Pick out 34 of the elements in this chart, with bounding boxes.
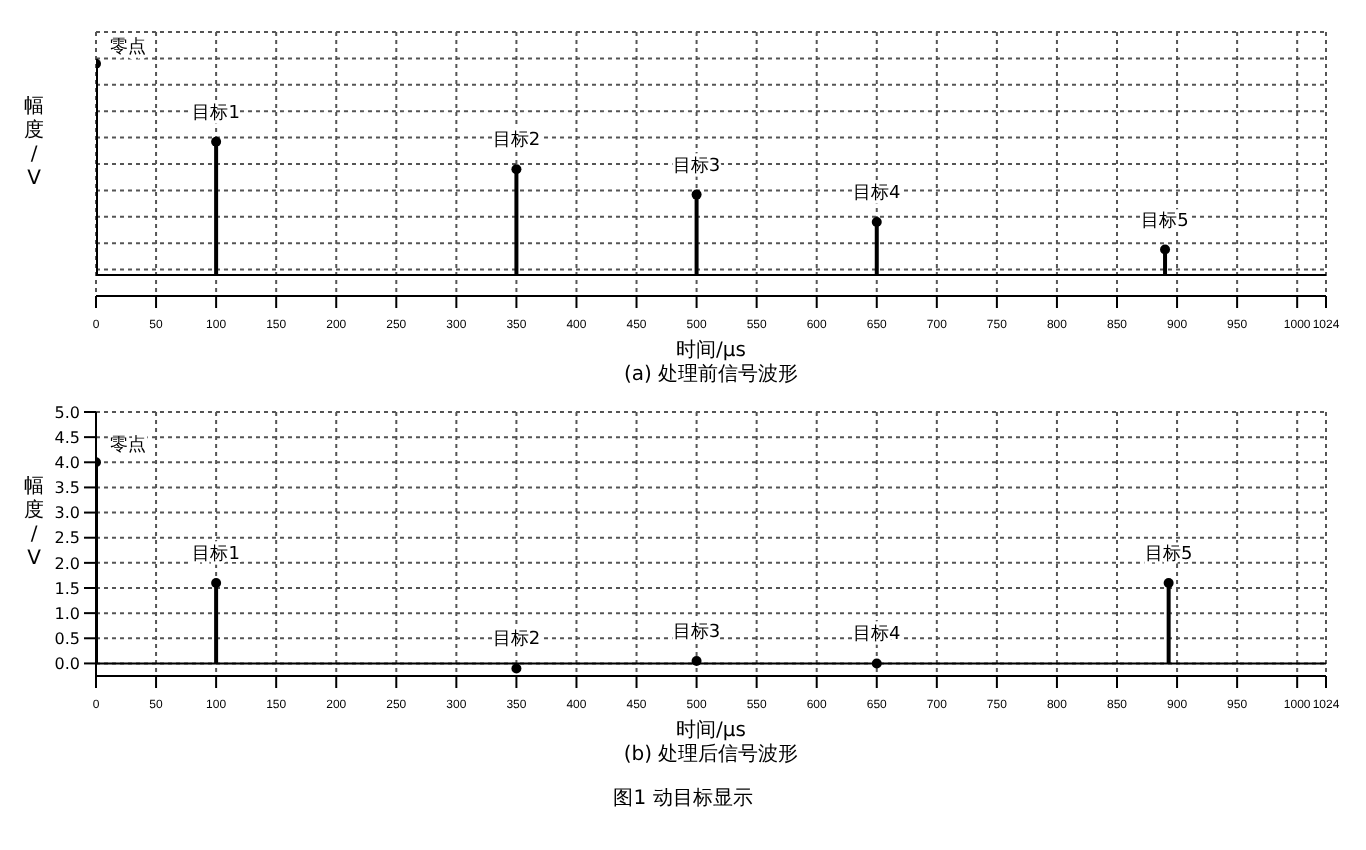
point <box>1160 244 1171 255</box>
annotation: 零点 <box>110 35 146 58</box>
y-tick-label: 1.0 <box>54 604 80 623</box>
point <box>211 577 222 588</box>
x-axis-title: 时间/μs <box>676 338 746 362</box>
annotation: 目标5 <box>1144 542 1193 565</box>
point <box>691 189 702 200</box>
annotation: 目标3 <box>672 154 721 177</box>
y-tick-label: 4.0 <box>54 453 80 472</box>
y-tick-label: 4.5 <box>54 428 80 447</box>
y-tick-label: 1.5 <box>54 579 80 598</box>
point <box>691 655 702 666</box>
point <box>211 136 222 147</box>
annotation: 目标1 <box>192 542 240 565</box>
text: (a) 处理前信号波形 <box>623 362 799 386</box>
point <box>511 164 522 175</box>
x-axis-title: 时间/μs <box>676 718 746 742</box>
y-tick-label: 0.0 <box>54 655 80 674</box>
y-tick-label: 2.5 <box>54 529 80 548</box>
annotation: 零点 <box>110 434 146 457</box>
annotation: 目标3 <box>672 620 721 643</box>
y-tick-label: 5.0 <box>54 403 80 422</box>
point <box>871 217 882 228</box>
y-tick-label: 3.0 <box>54 504 80 523</box>
point <box>1163 577 1174 588</box>
y-tick-label: 0.5 <box>54 629 80 648</box>
point <box>511 663 522 674</box>
y-tick-label: 2.0 <box>54 554 80 573</box>
annotation: 目标5 <box>1141 209 1189 232</box>
y-axis-title: 幅度/V <box>22 476 46 572</box>
y-tick-label: 3.5 <box>54 479 80 498</box>
caption: 图1 动目标显示 <box>611 785 755 812</box>
y-axis-title: 幅度/V <box>22 96 46 192</box>
text: (b) 处理后信号波形 <box>623 742 799 766</box>
